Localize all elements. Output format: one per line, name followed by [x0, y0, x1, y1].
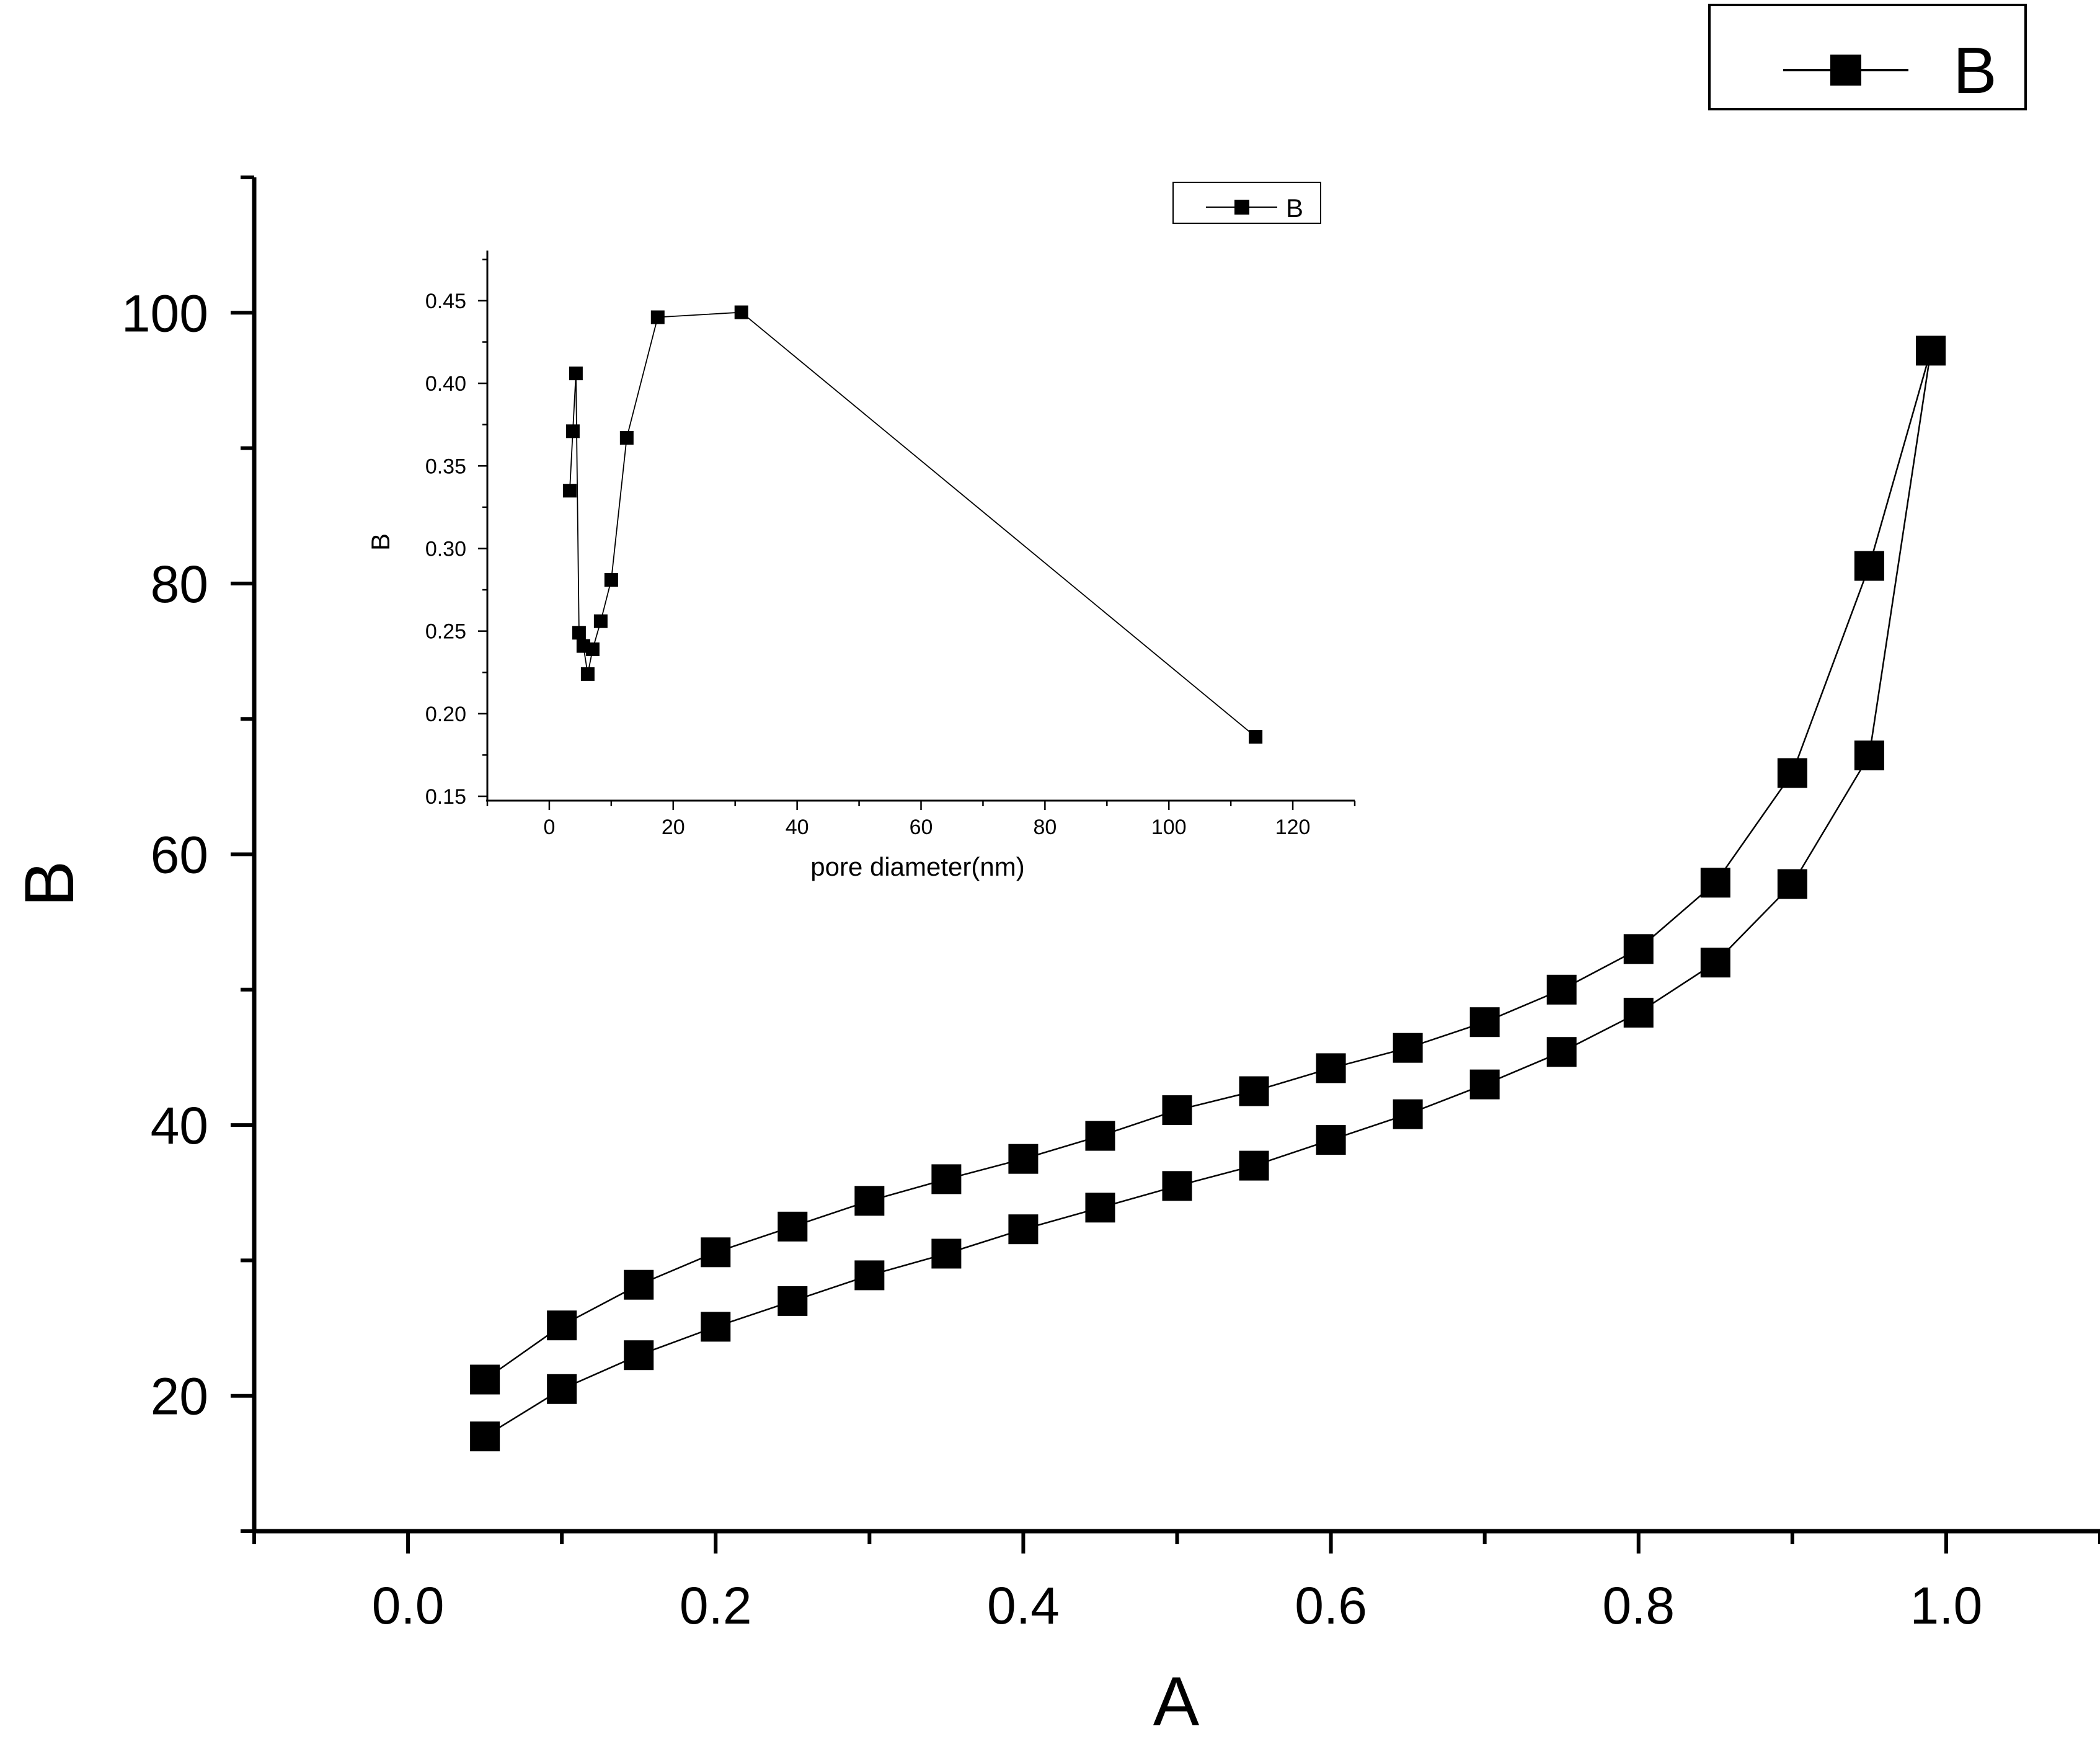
inset-x-tick-label: 80	[1033, 816, 1057, 839]
inset-x-tick-label: 20	[662, 816, 685, 839]
main-x-tick-label: 1.0	[1910, 1576, 1983, 1635]
main-data-point	[1162, 1095, 1192, 1126]
inset-data-point	[1249, 730, 1263, 744]
main-data-point	[1546, 1037, 1577, 1067]
main-data-point	[931, 1238, 962, 1269]
inset-x-axis-label: pore diameter(nm)	[810, 852, 1024, 881]
main-y-ticks: 20 40 60 80 100	[122, 176, 254, 1533]
main-data-point	[1469, 1007, 1500, 1038]
main-data-point	[470, 1364, 500, 1395]
inset-legend-label: B	[1286, 193, 1303, 223]
inset-y-ticks: 0.15 0.20 0.25 0.30 0.35 0.40 0.45	[425, 259, 487, 809]
main-legend-marker	[1830, 55, 1861, 86]
inset-x-tick-label: 0	[543, 816, 555, 839]
main-chart: 0.0 0.2 0.4 0.6 0.8 1.0 20 40 60 80 100 A B B	[11, 4, 2100, 1740]
inset-x-tick-label: 120	[1275, 816, 1311, 839]
inset-y-tick-label: 0.35	[425, 455, 466, 478]
inset-data-point	[580, 667, 595, 681]
inset-data-point	[593, 614, 608, 628]
main-data-point	[1162, 1171, 1192, 1201]
inset-y-tick-label: 0.30	[425, 537, 466, 561]
main-data-point	[1700, 948, 1730, 978]
main-data-point	[1316, 1125, 1346, 1155]
main-data-point	[1008, 1214, 1039, 1245]
inset-legend: B	[1172, 182, 1321, 224]
main-x-axis-label: A	[1153, 1663, 1200, 1740]
main-legend-box	[1708, 4, 2027, 110]
inset-y-tick-label: 0.15	[425, 785, 466, 809]
inset-x-tick-label: 60	[910, 816, 933, 839]
inset-y-tick-label: 0.40	[425, 372, 466, 396]
main-y-tick-label: 20	[151, 1367, 208, 1426]
main-x-tick-label: 0.2	[680, 1576, 752, 1635]
main-data-point	[1085, 1193, 1115, 1223]
main-data-point	[778, 1211, 808, 1242]
main-data-point	[854, 1260, 885, 1291]
main-data-point	[1085, 1121, 1115, 1151]
main-y-tick-label: 80	[151, 555, 208, 613]
main-data-point	[1777, 869, 1807, 899]
main-data-point	[470, 1421, 500, 1452]
main-data-point	[1916, 336, 1946, 366]
main-legend: B	[1708, 4, 2027, 110]
main-y-tick-label: 100	[122, 284, 208, 342]
main-data-point	[1623, 997, 1654, 1028]
main-data-point	[1008, 1144, 1039, 1174]
main-data-point	[547, 1310, 577, 1341]
inset-y-tick-label: 0.25	[425, 620, 466, 644]
inset-x-tick-label: 100	[1151, 816, 1187, 839]
main-data-point	[1239, 1150, 1269, 1181]
inset-series-B	[562, 305, 1263, 744]
main-data-point	[778, 1286, 808, 1316]
main-data-point	[624, 1340, 654, 1371]
main-y-axis-label: B	[11, 861, 88, 907]
main-x-tick-label: 0.4	[987, 1576, 1060, 1635]
main-data-point	[547, 1374, 577, 1404]
main-y-tick-label: 60	[151, 826, 208, 884]
main-data-point	[1700, 868, 1730, 898]
inset-data-point	[562, 484, 577, 498]
main-data-point	[1469, 1069, 1500, 1100]
inset-data-point	[604, 573, 618, 587]
inset-data-point	[569, 367, 583, 381]
inset-data-point	[572, 626, 586, 640]
inset-chart: 0 20 40 60 80 100 120 0.15 0.20 0.25 0.30 0.35 0.40…	[366, 182, 1356, 881]
main-data-point	[701, 1312, 731, 1342]
main-data-point	[1777, 758, 1807, 788]
main-data-point	[1316, 1053, 1346, 1083]
main-data-point	[1854, 551, 1884, 581]
inset-y-tick-label: 0.20	[425, 703, 466, 726]
inset-legend-marker	[1234, 200, 1249, 215]
main-data-point	[701, 1237, 731, 1268]
main-data-point	[1393, 1033, 1423, 1063]
main-data-point	[931, 1164, 962, 1194]
main-x-tick-label: 0.0	[372, 1576, 445, 1635]
main-data-point	[1623, 934, 1654, 964]
inset-data-point	[650, 310, 665, 324]
main-x-tick-label: 0.6	[1295, 1576, 1367, 1635]
main-y-tick-label: 40	[151, 1096, 208, 1155]
main-data-point	[1393, 1099, 1423, 1129]
inset-data-point	[619, 430, 634, 445]
inset-x-ticks: 0 20 40 60 80 100 120	[486, 801, 1356, 839]
main-x-tick-label: 0.8	[1602, 1576, 1675, 1635]
main-data-point	[1546, 974, 1577, 1005]
inset-data-point	[565, 424, 580, 438]
main-series-B	[470, 336, 1946, 1452]
inset-data-point	[734, 305, 748, 319]
main-data-point	[854, 1186, 885, 1216]
inset-y-axis-label: B	[366, 533, 395, 551]
main-legend-label: B	[1953, 34, 1997, 107]
main-data-point	[624, 1269, 654, 1300]
inset-y-tick-label: 0.45	[425, 290, 466, 313]
inset-data-point	[585, 642, 600, 656]
main-x-ticks: 0.0 0.2 0.4 0.6 0.8 1.0	[252, 1531, 2100, 1635]
inset-x-tick-label: 40	[786, 816, 809, 839]
main-data-point	[1854, 740, 1884, 771]
main-data-point	[1239, 1076, 1269, 1106]
